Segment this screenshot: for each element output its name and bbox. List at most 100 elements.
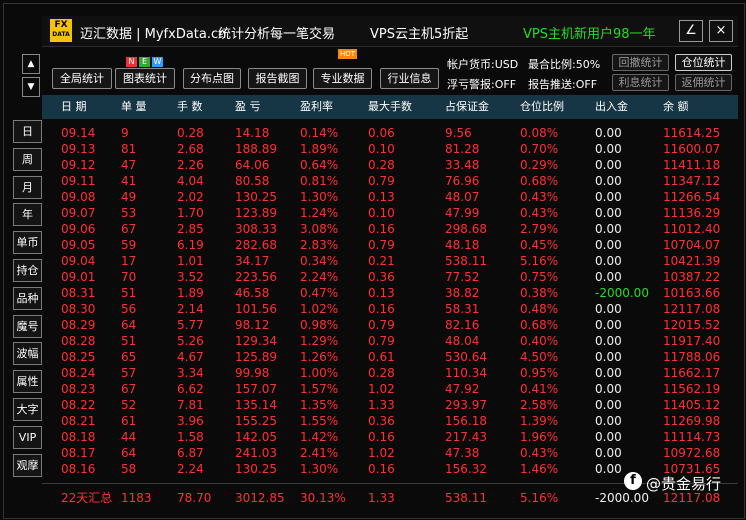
table-cell: 12015.52: [663, 318, 721, 332]
table-cell: 48.07: [445, 190, 480, 204]
column-header: 盈 亏: [235, 100, 261, 113]
table-cell: 0.00: [595, 414, 622, 428]
sidebar-tab[interactable]: 大字: [13, 398, 42, 421]
table-cell: 1.26%: [300, 350, 339, 364]
table-cell: 1.29%: [300, 334, 339, 348]
table-cell: 0.95%: [520, 366, 559, 380]
watermark: @贵金易行: [646, 475, 722, 493]
table-cell: 123.89: [235, 206, 277, 220]
table-cell: 11600.07: [663, 142, 721, 156]
table-cell: 09.13: [61, 142, 96, 156]
table-cell: 0.45%: [520, 238, 559, 252]
table-cell: 530.64: [445, 350, 487, 364]
table-cell: 110.34: [445, 366, 487, 380]
toolbar-button[interactable]: 专业数据: [313, 68, 372, 89]
account-button[interactable]: 仓位统计: [675, 54, 732, 71]
sidebar-tab[interactable]: 波幅: [13, 342, 42, 366]
table-cell: 52: [121, 398, 137, 412]
table-cell: 0.68%: [520, 318, 559, 332]
sidebar-tab[interactable]: 观摩: [13, 453, 42, 477]
table-cell: 08.24: [61, 366, 96, 380]
table-cell: 10163.66: [663, 286, 721, 300]
table-cell: 0.00: [595, 222, 622, 236]
table-cell: 47.38: [445, 446, 480, 460]
table-cell: 2.02: [177, 190, 204, 204]
table-cell: 11788.06: [663, 350, 721, 364]
table-cell: 0.00: [595, 174, 622, 188]
sidebar-tab[interactable]: 周: [13, 147, 42, 171]
scroll-up[interactable]: ▲: [22, 54, 40, 74]
table-cell: 11347.12: [663, 174, 721, 188]
table-cell: 9.56: [445, 126, 472, 140]
table-cell: 09.12: [61, 158, 96, 172]
table-cell: 0.79: [368, 318, 395, 332]
table-cell: 11012.40: [663, 222, 721, 236]
table-cell: 0.16: [368, 302, 395, 316]
column-header: 仓位比例: [520, 100, 564, 113]
minimize-button[interactable]: ∠: [679, 20, 703, 42]
table-cell: 0.00: [595, 190, 622, 204]
sidebar-tab[interactable]: 魔号: [13, 314, 42, 338]
table-cell: 0.10: [368, 142, 395, 156]
account-button[interactable]: 返佣统计: [675, 74, 732, 91]
table-cell: 308.33: [235, 222, 277, 236]
table-cell: 11614.25: [663, 126, 721, 140]
table-cell: 67: [121, 382, 137, 396]
toolbar-button[interactable]: 行业信息: [380, 68, 439, 89]
table-cell: 0.36: [368, 414, 395, 428]
table-cell: 09.05: [61, 238, 96, 252]
table-cell: 10972.68: [663, 446, 721, 460]
ad-link[interactable]: VPS主机新用户98一年: [523, 27, 656, 42]
sidebar-tab[interactable]: 日: [13, 120, 42, 143]
sidebar-tab[interactable]: 持仓: [13, 259, 42, 282]
sidebar-tab[interactable]: 年: [13, 203, 42, 227]
table-cell: 298.68: [445, 222, 487, 236]
table-cell: 47.92: [445, 382, 480, 396]
sidebar-tab[interactable]: VIP: [13, 425, 42, 449]
table-cell: 11562.19: [663, 382, 721, 396]
table-cell: 5.77: [177, 318, 204, 332]
table-cell: 2.26: [177, 158, 204, 172]
toolbar-button[interactable]: 分布点图: [183, 68, 241, 89]
table-cell: 08.28: [61, 334, 96, 348]
table-cell: 1.35%: [300, 398, 339, 412]
toolbar-button[interactable]: 图表统计: [115, 68, 175, 89]
table-cell: 155.25: [235, 414, 277, 428]
table-cell: 08.16: [61, 462, 96, 476]
table-cell: 0.79: [368, 334, 395, 348]
table-cell: 129.34: [235, 334, 277, 348]
account-currency: 帐户货币:USD: [447, 58, 519, 71]
ad-link[interactable]: VPS云主机5折起: [370, 27, 469, 42]
column-header: 余 额: [663, 100, 689, 113]
table-cell: 1.30%: [300, 190, 339, 204]
toolbar-button[interactable]: 全局统计: [52, 68, 112, 89]
table-cell: 3.52: [177, 270, 204, 284]
table-cell: 1.42%: [300, 430, 339, 444]
frame: [3, 3, 745, 519]
table-cell: 08.31: [61, 286, 96, 300]
table-cell: 0.28: [368, 158, 395, 172]
scroll-down[interactable]: ▼: [22, 77, 40, 97]
summary-cell: 1183: [121, 491, 152, 505]
table-cell: 0.08%: [520, 126, 559, 140]
sidebar-tab[interactable]: 月: [13, 175, 42, 199]
sidebar-tab[interactable]: 属性: [13, 370, 42, 394]
account-button[interactable]: 回撤统计: [612, 54, 669, 71]
table-header-band: [42, 95, 738, 119]
table-cell: 9: [121, 126, 129, 140]
sidebar-tab[interactable]: 品种: [13, 286, 42, 310]
account-button[interactable]: 利息统计: [612, 74, 669, 91]
table-cell: 0.38%: [520, 286, 559, 300]
table-cell: 3.96: [177, 414, 204, 428]
hot-badge: HOT: [338, 49, 358, 59]
table-cell: 1.01: [177, 254, 204, 268]
summary-cell: 12117.08: [663, 491, 721, 505]
sidebar-tab[interactable]: 单币: [13, 231, 42, 255]
close-button[interactable]: ×: [709, 20, 733, 42]
toolbar-button[interactable]: 报告截图: [248, 68, 307, 89]
table-cell: 09.06: [61, 222, 96, 236]
table-cell: 0.36: [368, 270, 395, 284]
table-cell: 11269.98: [663, 414, 721, 428]
table-cell: 76.96: [445, 174, 480, 188]
table-cell: 0.75%: [520, 270, 559, 284]
